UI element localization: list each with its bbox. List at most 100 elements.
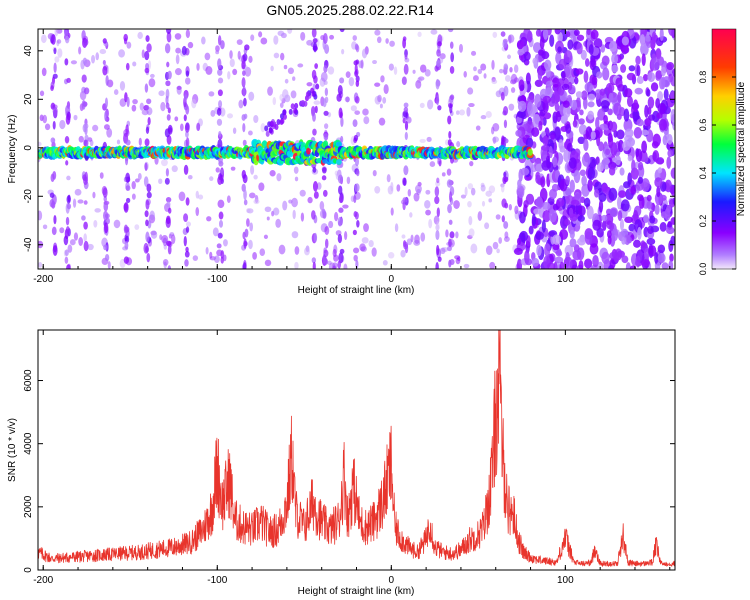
- spectrogram-cell: [125, 172, 131, 183]
- y-tick-label: 40: [23, 45, 34, 57]
- spectrogram-cell: [409, 212, 413, 218]
- spectrogram-cell: [657, 252, 666, 264]
- spectrogram-cell: [635, 255, 641, 268]
- spectrogram-cell: [439, 247, 446, 255]
- spectrogram-cell: [601, 214, 608, 222]
- spectrogram-cell: [419, 138, 426, 143]
- spectrogram-cell: [361, 48, 368, 59]
- spectrogram-cell: [542, 95, 552, 104]
- spectrogram-cell: [242, 231, 246, 240]
- spectrogram-cell: [624, 216, 634, 224]
- snr-x-axis-label: Height of straight line (km): [298, 586, 415, 597]
- spectrogram-cell: [574, 76, 579, 85]
- spectrogram-cell: [597, 108, 606, 121]
- spectrogram-cell: [66, 175, 71, 181]
- spectrogram-cell: [362, 108, 369, 116]
- spectrogram-cell: [350, 105, 357, 112]
- spectrogram-cell: [435, 229, 440, 241]
- spectrogram-cell: [480, 63, 487, 71]
- spectrogram-cell: [287, 67, 295, 75]
- spectrogram-x-axis-label: Height of straight line (km): [298, 285, 415, 296]
- spectrogram-cell: [468, 102, 475, 108]
- spectrogram-cell: [316, 182, 322, 190]
- spectrogram-cell: [652, 133, 661, 147]
- spectrogram-cell: [597, 261, 604, 269]
- spectrogram-cell: [435, 262, 439, 269]
- spectrogram-cell: [491, 79, 498, 85]
- spectrogram-cell: [81, 99, 86, 110]
- spectrogram-cell: [669, 253, 674, 262]
- spectrogram-cell: [229, 50, 233, 59]
- spectrogram-cell: [383, 84, 389, 95]
- spectrogram-cell: [540, 144, 550, 152]
- spectrogram-cell: [643, 214, 649, 224]
- spectrogram-cell: [229, 58, 235, 68]
- spectrogram-cell: [78, 135, 84, 143]
- spectrogram-cell: [576, 34, 585, 41]
- spectrogram-cell: [125, 62, 130, 71]
- spectrogram-cell: [632, 109, 640, 122]
- spectrogram-cell: [139, 102, 144, 111]
- spectrogram-cell: [436, 244, 440, 256]
- spectrogram-cell: [527, 148, 533, 156]
- y-tick-label: -20: [23, 189, 34, 204]
- spectrogram-cell: [525, 137, 534, 149]
- spectrogram-cell: [621, 36, 630, 46]
- spectrogram-cell: [252, 251, 257, 260]
- spectrogram-cell: [551, 183, 559, 192]
- spectrogram-cell: [77, 199, 84, 204]
- spectrogram-cell: [540, 176, 546, 188]
- spectrogram-cell: [583, 197, 591, 208]
- spectrogram-cell: [312, 166, 317, 173]
- spectrogram-cell: [161, 159, 168, 167]
- spectrogram-cell: [519, 84, 525, 91]
- spectrogram-cell: [217, 58, 222, 69]
- spectrogram-cell: [311, 90, 316, 97]
- spectrogram-cell: [624, 88, 633, 98]
- spectrogram-cell: [623, 108, 630, 122]
- spectrogram-cell: [66, 203, 72, 210]
- spectrogram-cell: [185, 29, 190, 39]
- spectrogram-cell: [453, 200, 460, 209]
- spectrogram-cell: [517, 110, 526, 119]
- spectrogram-cell: [656, 112, 663, 119]
- spectrogram-cell: [627, 155, 633, 162]
- spectrogram-cell: [250, 34, 255, 41]
- spectrogram-cell: [554, 256, 564, 264]
- spectrogram-cell: [374, 185, 381, 194]
- spectrogram-cell: [501, 215, 505, 223]
- spectrogram-cell: [655, 72, 661, 81]
- spectrogram-cell: [670, 76, 675, 87]
- spectrogram-cell: [123, 224, 129, 234]
- spectrogram-cell: [585, 58, 590, 67]
- spectrogram-cell: [282, 89, 289, 99]
- spectrogram-cell: [66, 264, 71, 269]
- spectrogram-cell: [174, 116, 179, 122]
- spectrogram-cell: [544, 87, 554, 99]
- spectrogram-cell: [578, 205, 586, 217]
- spectrogram-cell: [646, 88, 651, 97]
- spectrogram-cell: [324, 87, 329, 97]
- spectrogram-cell: [573, 169, 581, 184]
- spectrogram-cell: [485, 245, 493, 256]
- spectrogram-cell: [641, 53, 646, 67]
- spectrogram-cell: [656, 185, 661, 198]
- spectrogram-cell: [241, 169, 247, 179]
- spectrogram-cell: [646, 237, 656, 246]
- spectrogram-cell: [64, 249, 69, 257]
- spectrogram-cell: [613, 252, 620, 263]
- spectrogram-cell: [67, 194, 71, 203]
- spectrogram-cell: [503, 119, 508, 129]
- spectrogram-cell: [167, 107, 171, 114]
- spectrogram-cell: [83, 221, 88, 230]
- spectrogram-cell: [313, 232, 318, 243]
- spectrogram-cell: [282, 113, 287, 120]
- spectrogram-cell: [484, 222, 490, 230]
- spectrogram-cell: [338, 207, 344, 213]
- spectrogram-cell: [52, 120, 56, 130]
- spectrogram-cell: [404, 131, 408, 141]
- spectrogram-cell: [102, 38, 107, 44]
- spectrogram-cell: [587, 166, 596, 181]
- spectrogram-cell: [106, 127, 113, 138]
- spectrogram-cell: [666, 205, 672, 213]
